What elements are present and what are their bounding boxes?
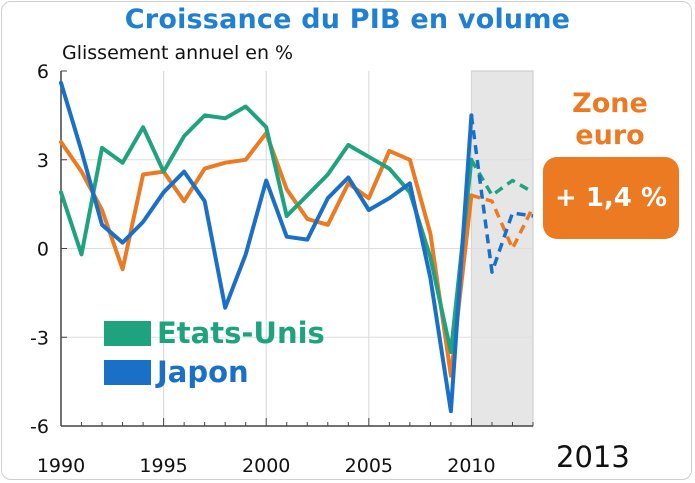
zone-euro-value-badge: + 1,4 % (543, 157, 679, 239)
series-forecast-etats-unis (469, 158, 534, 198)
x-tick-label: 1995 (139, 455, 187, 477)
legend-label-japon: Japon (157, 355, 249, 389)
x-tick-label: 1990 (37, 455, 85, 477)
x-tick-label: 2000 (242, 455, 290, 477)
series-line-etats-unis (59, 104, 474, 354)
zone-euro-label: Zone euro (545, 88, 675, 152)
legend-label-etats-unis: Etats-Unis (157, 316, 325, 350)
series-forecast-japon (469, 115, 534, 274)
y-tick-label: -3 (30, 327, 49, 349)
legend-item-etats-unis: Etats-Unis (104, 316, 325, 350)
legend-item-japon: Japon (104, 355, 249, 389)
x-tick-label: 2010 (447, 455, 495, 477)
legend-swatch-etats-unis (104, 321, 151, 346)
chart-subtitle: Glissement annuel en % (62, 42, 294, 64)
zone-euro-label-line1: Zone (572, 88, 648, 119)
y-tick-label: 0 (37, 239, 49, 261)
y-tick-label: -6 (30, 416, 49, 438)
y-tick-label: 6 (37, 61, 49, 83)
legend-swatch-japon (104, 360, 151, 385)
x-tick-label: 2005 (345, 455, 393, 477)
zone-euro-label-line2: euro (575, 120, 645, 151)
chart-title: Croissance du PIB en volume (124, 4, 571, 35)
end-year-label: 2013 (556, 440, 630, 474)
y-tick-label: 3 (37, 150, 49, 172)
series-line-japon (59, 80, 474, 414)
series-forecast-zone-euro (470, 193, 535, 251)
